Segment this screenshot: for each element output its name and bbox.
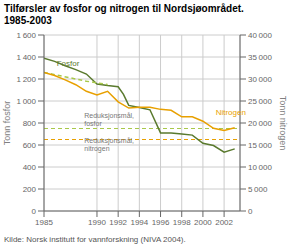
svg-text:1992: 1992	[109, 218, 127, 227]
svg-text:1 200: 1 200	[17, 75, 37, 84]
svg-text:1996: 1996	[152, 218, 170, 227]
svg-text:1985: 1985	[35, 218, 53, 227]
svg-text:200: 200	[23, 185, 37, 194]
svg-text:40 000: 40 000	[248, 31, 272, 40]
svg-text:Nitrogen: Nitrogen	[216, 108, 246, 117]
svg-text:25 000: 25 000	[248, 97, 272, 106]
svg-text:10 000: 10 000	[248, 163, 272, 172]
svg-text:1 400: 1 400	[17, 53, 37, 62]
svg-text:800: 800	[23, 119, 37, 128]
svg-text:1 600: 1 600	[17, 31, 37, 40]
svg-text:Fosfor: Fosfor	[57, 58, 80, 67]
svg-text:0: 0	[248, 207, 253, 216]
svg-text:400: 400	[23, 163, 37, 172]
svg-text:Tonn nitrogen: Tonn nitrogen	[278, 96, 284, 151]
svg-text:35 000: 35 000	[248, 53, 272, 62]
svg-text:0: 0	[32, 207, 37, 216]
svg-text:15 000: 15 000	[248, 141, 272, 150]
svg-text:5 000: 5 000	[248, 185, 268, 194]
svg-text:Reduksjonsmål,nitrogen: Reduksjonsmål,nitrogen	[84, 137, 134, 153]
svg-text:600: 600	[23, 141, 37, 150]
svg-text:1 000: 1 000	[17, 97, 37, 106]
svg-text:20 000: 20 000	[248, 119, 272, 128]
html-text:1985-2003: 1985-2003	[4, 15, 52, 26]
svg-text:Reduksjonsmål,fosfor: Reduksjonsmål,fosfor	[84, 112, 134, 127]
svg-text:1994: 1994	[130, 218, 148, 227]
svg-text:2000: 2000	[194, 218, 212, 227]
svg-text:1998: 1998	[173, 218, 191, 227]
svg-text:1990: 1990	[88, 218, 106, 227]
svg-text:2002: 2002	[215, 218, 233, 227]
html-text:Tilførsler av fosfor og nitrog: Tilførsler av fosfor og nitrogen til Nor…	[4, 3, 244, 14]
svg-text:30 000: 30 000	[248, 75, 272, 84]
svg-text:Tonn fosfor: Tonn fosfor	[8, 101, 12, 146]
html-text:Kilde: Norsk institutt for van: Kilde: Norsk institutt for vannforskning…	[4, 235, 186, 244]
